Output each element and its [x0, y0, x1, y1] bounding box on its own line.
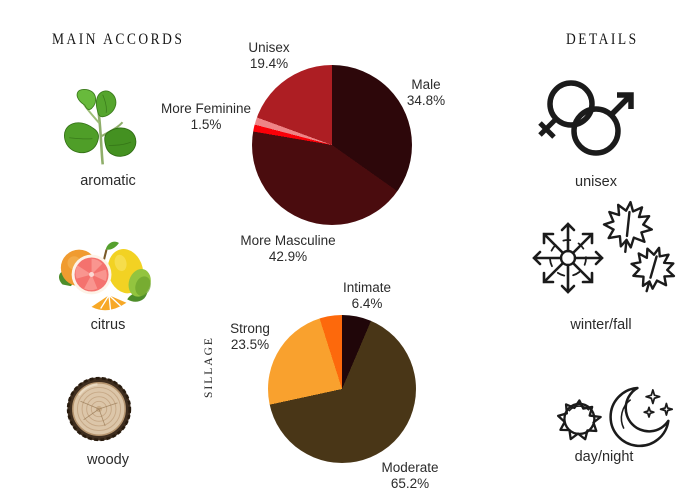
accord-label-citrus: citrus — [90, 317, 126, 333]
detail-label-day-night: day/night — [574, 449, 634, 465]
sillage-pie-chart — [268, 315, 416, 463]
pie-label-intimate: Intimate 6.4% — [342, 280, 392, 311]
pie-label-strong: Strong 23.5% — [230, 321, 270, 352]
moon — [609, 386, 670, 448]
wood-slice-photo — [60, 372, 138, 446]
snowflake — [532, 222, 604, 294]
maple-leaf-2 — [630, 246, 676, 293]
pie-label-male: Male 34.8% — [406, 77, 446, 108]
sun-and-moon-icon — [533, 378, 678, 456]
pie-label-more-masculine: More Masculine 42.9% — [240, 233, 336, 264]
stars — [643, 389, 674, 418]
male-female-symbols-icon — [533, 70, 643, 170]
maple-leaf-1 — [602, 200, 653, 254]
pie-label-moderate: Moderate 65.2% — [381, 460, 439, 491]
detail-label-unisex: unisex — [575, 174, 617, 190]
mint-leaves-photo — [58, 84, 144, 176]
pie-label-more-feminine: More Feminine 1.5% — [160, 101, 252, 132]
detail-label-winter-fall: winter/fall — [570, 317, 632, 333]
sun — [556, 399, 602, 441]
gender-pie-chart — [252, 65, 412, 225]
snowflake-and-maple-leaves-icon — [526, 198, 682, 320]
pie-label-unisex: Unisex 19.4% — [248, 40, 290, 71]
accord-label-woody: woody — [87, 452, 129, 468]
accord-label-aromatic: aromatic — [80, 173, 136, 189]
sillage-axis-title: SILLAGE — [203, 336, 215, 398]
main-accords-title: MAIN ACCORDS — [52, 30, 185, 48]
details-title: DETAILS — [566, 30, 639, 48]
citrus-fruits-photo — [54, 238, 154, 316]
